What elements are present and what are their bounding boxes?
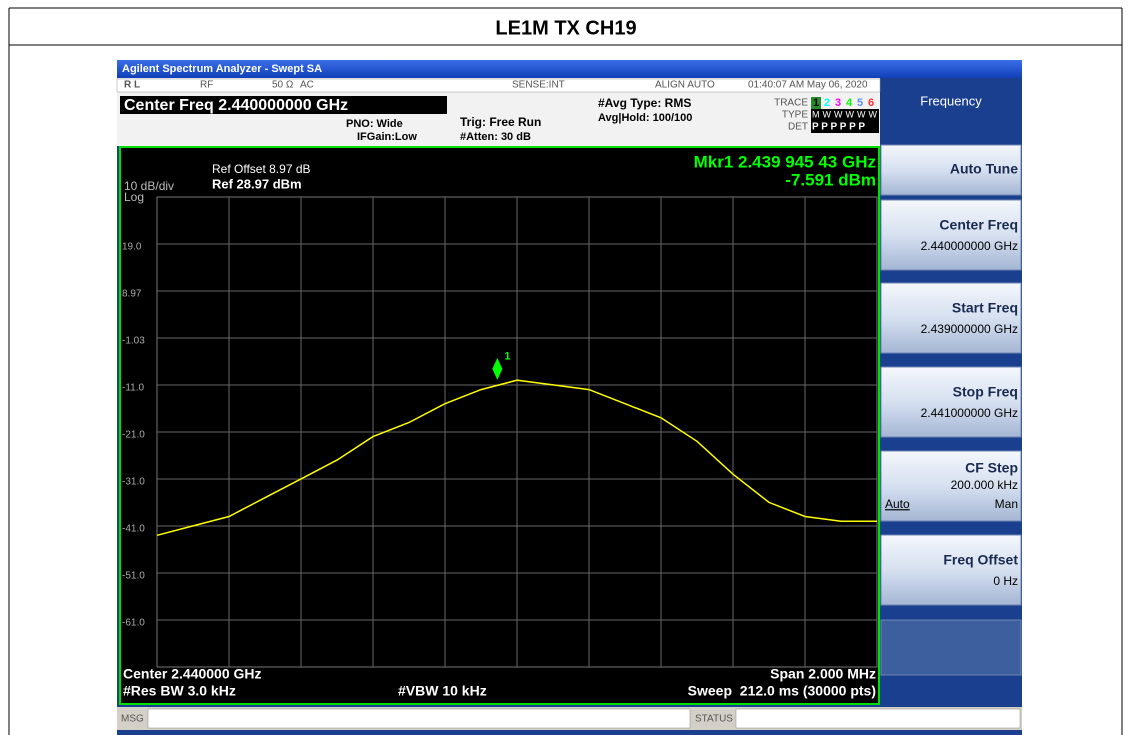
align: ALIGN AUTO — [655, 80, 715, 91]
footer-center: Center 2.440000 GHz — [123, 666, 262, 682]
marker-number: 1 — [504, 351, 510, 363]
type-value: MWWWWW — [812, 109, 878, 119]
ref-offset: Ref Offset 8.97 dB — [212, 162, 311, 176]
msg: MSG — [121, 714, 144, 725]
softkey[interactable] — [880, 450, 1022, 522]
y-tick-label: -41.0 — [122, 524, 145, 535]
window-title: Agilent Spectrum Analyzer - Swept SA — [122, 63, 322, 75]
plot-area — [119, 146, 880, 705]
menu-header — [881, 88, 1021, 116]
trace-number: 3 — [835, 97, 841, 109]
ref-level: Ref 28.97 dBm — [212, 176, 302, 191]
softkey[interactable] — [880, 534, 1022, 606]
trace-number: 6 — [868, 97, 874, 109]
softkey-value: 200.000 kHz — [951, 478, 1018, 492]
marker-label: Mkr1 2.439 945 43 GHz — [694, 152, 876, 171]
status: STATUS — [695, 714, 733, 725]
softkey-empty — [880, 619, 1022, 676]
atten: #Atten: 30 dB — [460, 131, 531, 143]
trig: Trig: Free Run — [460, 115, 541, 129]
softkey-value: 2.440000000 GHz — [921, 239, 1018, 253]
softkey-value: 0 Hz — [993, 574, 1018, 588]
softkey-option: Auto — [885, 497, 910, 511]
softkey[interactable] — [880, 144, 1022, 196]
softkey-value: 2.441000000 GHz — [921, 406, 1018, 420]
menu-title: Frequency — [920, 93, 982, 108]
pno: PNO: Wide — [346, 118, 403, 130]
softkey-label: Auto Tune — [950, 161, 1018, 177]
center-freq: Center Freq 2.440000000 GHz — [124, 97, 348, 114]
footer-res-bw: #Res BW 3.0 kHz — [123, 683, 236, 699]
trace-number: 1 — [813, 97, 819, 109]
scale: 10 dB/div — [124, 179, 174, 193]
avg-type: #Avg Type: RMS — [598, 96, 691, 110]
coupling: AC — [300, 80, 314, 91]
y-tick-label: -21.0 — [122, 430, 145, 441]
softkey[interactable] — [880, 199, 1022, 271]
footer-sweep: Sweep 212.0 ms (30000 pts) — [688, 683, 876, 699]
screenshot: Agilent Spectrum Analyzer - Swept SA R L… — [116, 60, 1022, 735]
trace-number: 4 — [846, 97, 853, 109]
trace-number: 2 — [824, 97, 830, 109]
rf: RF — [200, 80, 213, 91]
footer-span: Span 2.000 MHz — [770, 666, 876, 682]
marker-amplitude: -7.591 dBm — [785, 170, 876, 189]
y-tick-label: 8.97 — [122, 289, 142, 300]
ifgain: IFGain:Low — [357, 131, 417, 143]
softkey-value: 2.439000000 GHz — [921, 322, 1018, 336]
det-value: P P P P P P — [812, 122, 865, 133]
y-tick-label: 19.0 — [122, 242, 142, 253]
center-freq-box — [120, 96, 447, 114]
datetime: 01:40:07 AM May 06, 2020 — [748, 80, 868, 91]
y-tick-label: -11.0 — [122, 383, 144, 394]
header-title: LE1M TX CH19 — [495, 17, 636, 39]
avg-hold: Avg|Hold: 100/100 — [598, 112, 692, 124]
softkey-label: Center Freq — [939, 217, 1018, 233]
softkey-label: Freq Offset — [943, 552, 1018, 568]
trace-highlight — [811, 97, 821, 109]
sense: SENSE:INT — [512, 80, 565, 91]
footer-vbw: #VBW 10 kHz — [398, 683, 487, 699]
document-table: LE1M TX CH19 — [8, 7, 1123, 735]
title-bar — [117, 60, 1022, 78]
softkey-label: CF Step — [965, 460, 1018, 476]
softkey-label: Stop Freq — [953, 384, 1018, 400]
y-tick-label: -51.0 — [122, 571, 145, 582]
impedance: 50 Ω — [272, 80, 294, 91]
y-tick-label: -31.0 — [122, 477, 145, 488]
trace-number: 5 — [857, 97, 863, 109]
softkey[interactable] — [880, 366, 1022, 438]
softkey-option: Man — [995, 497, 1018, 511]
type-label: TYPE — [782, 110, 808, 121]
marker — [492, 357, 503, 380]
trace — [156, 379, 877, 537]
det-label: DET — [788, 122, 808, 133]
y-tick-label: -61.0 — [122, 618, 145, 629]
y-tick-label: -1.03 — [122, 336, 145, 347]
rl: R L — [124, 80, 140, 91]
scale-type: Log — [124, 190, 144, 204]
trace-label: TRACE — [774, 98, 808, 109]
softkey[interactable] — [880, 282, 1022, 354]
softkey-label: Start Freq — [952, 300, 1018, 316]
